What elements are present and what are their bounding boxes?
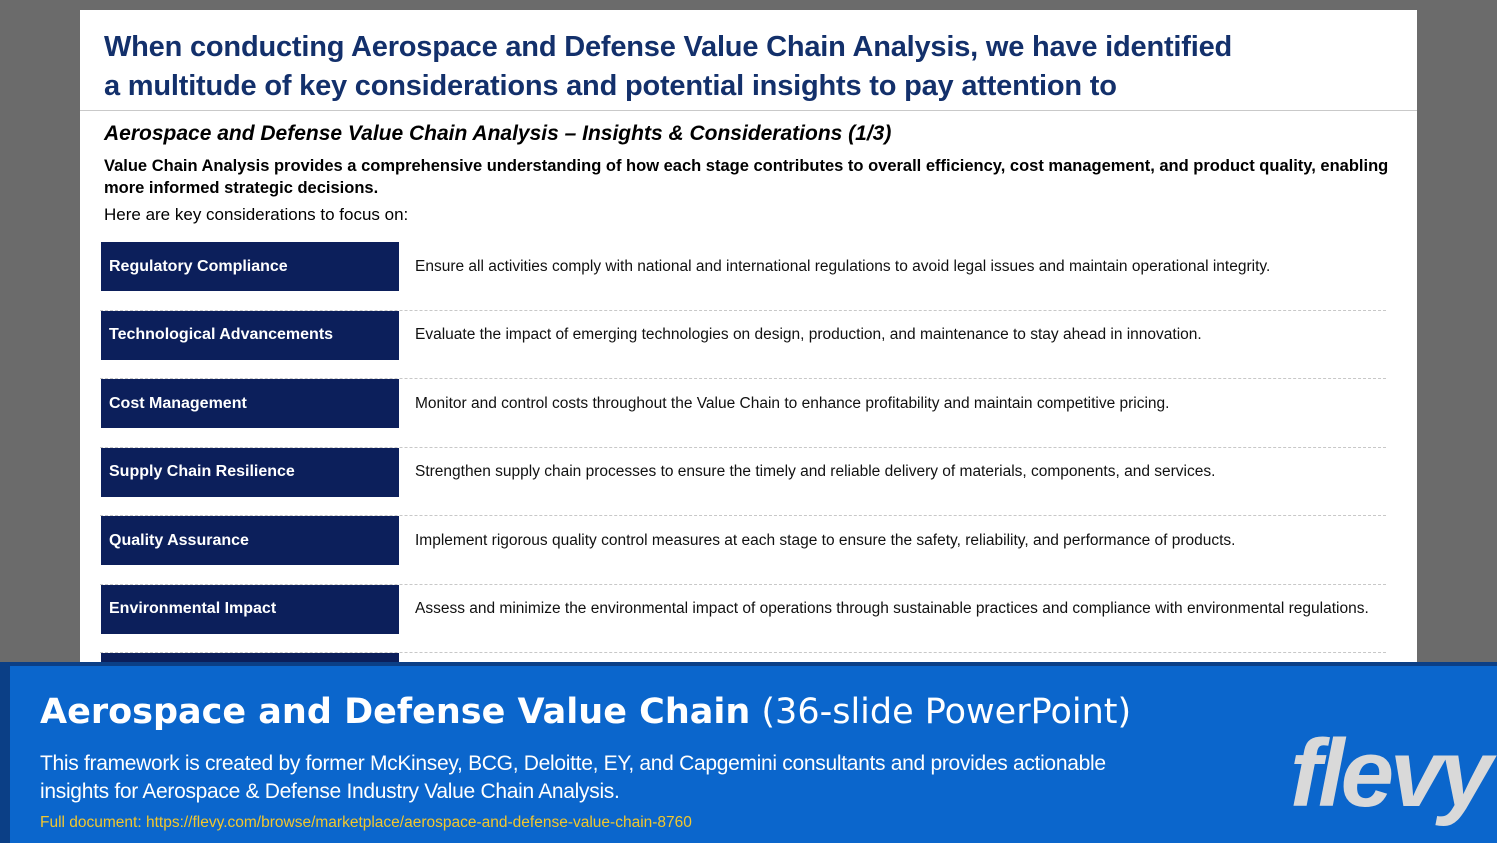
consideration-row: Environmental Impact Assess and minimize… xyxy=(100,584,1386,654)
banner-description: This framework is created by former McKi… xyxy=(40,752,1106,803)
promo-banner: Aerospace and Defense Value Chain (36-sl… xyxy=(0,662,1497,843)
slide-title-line-2: a multitude of key considerations and po… xyxy=(104,70,1117,102)
full-document-link[interactable]: Full document: https://flevy.com/browse/… xyxy=(40,814,692,831)
consideration-row: Supply Chain Resilience Strengthen suppl… xyxy=(100,447,1386,517)
consideration-description: Assess and minimize the environmental im… xyxy=(415,600,1369,617)
title-divider xyxy=(80,110,1417,111)
lead-text: Here are key considerations to focus on: xyxy=(104,205,409,224)
consideration-label: Technological Advancements xyxy=(101,310,399,360)
consideration-description: Ensure all activities comply with nation… xyxy=(415,257,1271,275)
slide-subtitle: Aerospace and Defense Value Chain Analys… xyxy=(104,122,892,145)
consideration-description: Strengthen supply chain processes to ens… xyxy=(415,463,1216,480)
consideration-label: Supply Chain Resilience xyxy=(101,447,399,497)
consideration-description: Monitor and control costs throughout the… xyxy=(415,394,1170,412)
slide: When conducting Aerospace and Defense Va… xyxy=(80,10,1417,670)
consideration-label: Environmental Impact xyxy=(101,584,399,634)
slide-title-line-1: When conducting Aerospace and Defense Va… xyxy=(104,31,1233,63)
consideration-description: Evaluate the impact of emerging technolo… xyxy=(415,326,1202,343)
considerations-list: Regulatory Compliance Ensure all activit… xyxy=(100,242,1386,670)
consideration-label: Cost Management xyxy=(101,379,399,428)
banner-title-main: Aerospace and Defense Value Chain xyxy=(40,692,751,732)
consideration-label: Regulatory Compliance xyxy=(101,242,399,291)
consideration-row: Quality Assurance Implement rigorous qua… xyxy=(100,516,1386,585)
consideration-row: Regulatory Compliance Ensure all activit… xyxy=(100,242,1386,311)
flevy-logo: flevy xyxy=(1290,720,1493,827)
consideration-description: Implement rigorous quality control measu… xyxy=(415,531,1236,549)
banner-title: Aerospace and Defense Value Chain (36-sl… xyxy=(40,692,1131,732)
banner-accent-strip xyxy=(0,666,10,843)
consideration-row: Technological Advancements Evaluate the … xyxy=(100,310,1386,380)
slide-title: When conducting Aerospace and Defense Va… xyxy=(104,28,1304,106)
consideration-label: Quality Assurance xyxy=(101,516,399,565)
consideration-row: Cost Management Monitor and control cost… xyxy=(100,379,1386,448)
banner-title-detail: (36-slide PowerPoint) xyxy=(750,692,1132,732)
intro-text: Value Chain Analysis provides a comprehe… xyxy=(104,157,1389,197)
